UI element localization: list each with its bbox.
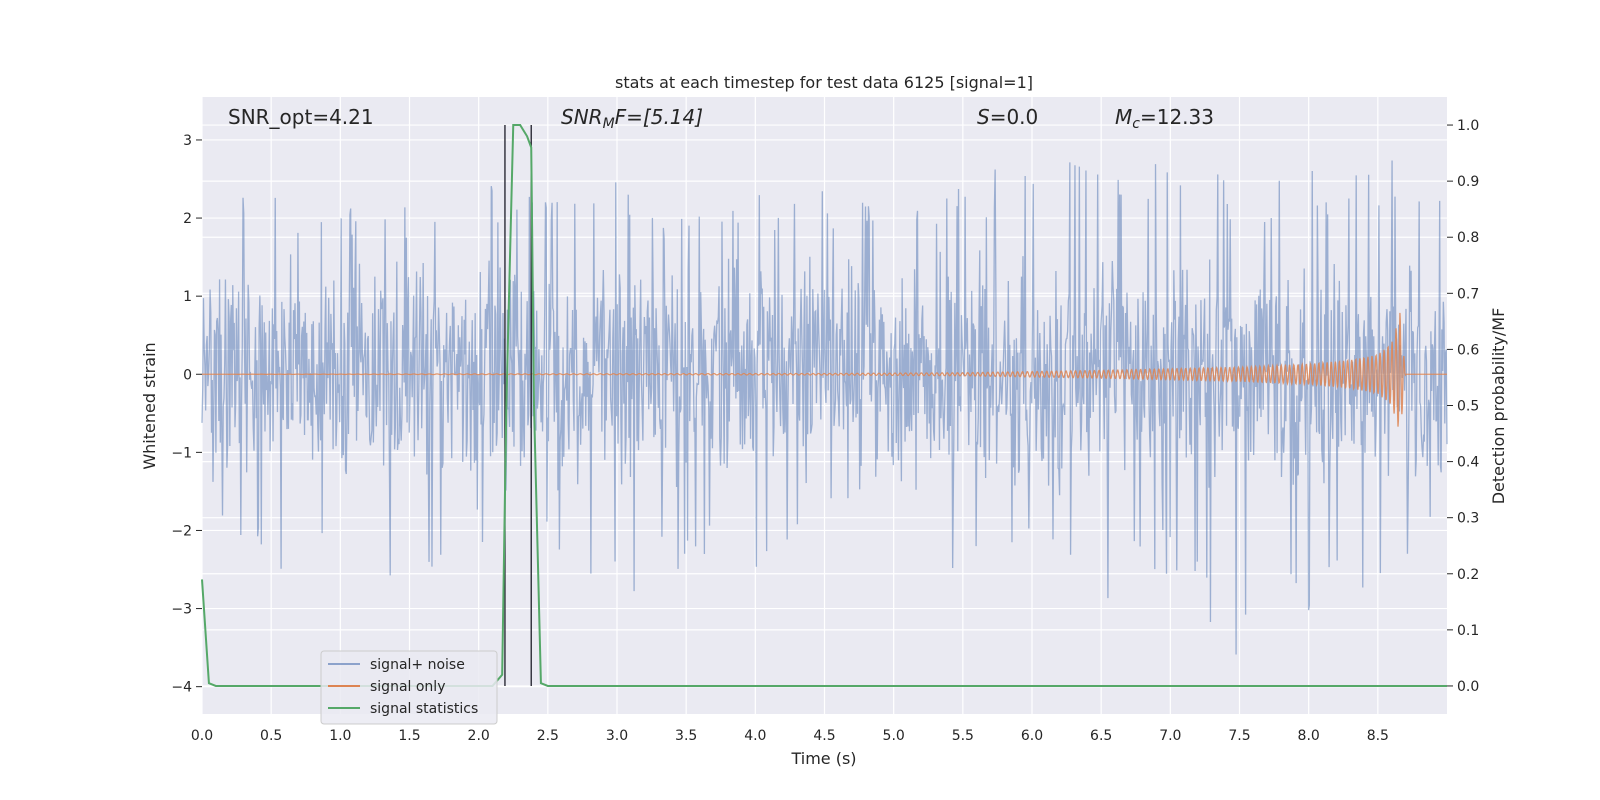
chart-title: stats at each timestep for test data 612… (615, 73, 1033, 92)
axis-ticks: 0.0 0.5 1.0 1.5 2.0 2.5 3.0 3.5 4.0 4.5 5.0 5.5 6.0 6… (171, 118, 1479, 744)
s-name: S (977, 105, 990, 129)
legend-label-signal-statistics: signal statistics (370, 701, 478, 717)
x-tick-label: 3.0 (606, 728, 628, 744)
snr-opt-annotation: SNR_opt=4.21 (228, 105, 374, 129)
x-tick-label: 8.5 (1367, 728, 1389, 744)
snr-mf-value: F=[5.14] (615, 105, 703, 129)
y-tick-label-left: −2 (171, 523, 192, 539)
x-tick-label: 1.5 (398, 728, 420, 744)
x-tick-label: 6.5 (1090, 728, 1112, 744)
y-tick-label-right: 0.4 (1457, 455, 1479, 471)
y-tick-label-left: 0 (183, 367, 192, 383)
series-signal-noise (201, 160, 1448, 655)
signal-only-line (202, 312, 1447, 427)
x-tick-label: 1.0 (329, 728, 351, 744)
mc-subscript: c (1132, 116, 1140, 132)
y-tick-label-right: 0.6 (1457, 342, 1479, 358)
snr-mf-subscript: M (603, 116, 615, 132)
y-tick-label-right: 0.0 (1457, 679, 1479, 695)
y-tick-label-right: 0.7 (1457, 286, 1479, 302)
mc-name: M (1115, 105, 1132, 129)
x-tick-label: 3.5 (675, 728, 697, 744)
x-tick-label: 0.0 (191, 728, 213, 744)
y-tick-label-right: 0.8 (1457, 230, 1479, 246)
y-tick-label-left: 3 (183, 133, 192, 149)
x-tick-label: 7.5 (1228, 728, 1250, 744)
x-tick-label: 8.0 (1298, 728, 1320, 744)
y-tick-label-left: 2 (183, 211, 192, 227)
x-axis-label: Time (s) (790, 749, 856, 768)
s-value: =0.0 (990, 105, 1039, 129)
snr-mf-name: SNR (561, 105, 603, 129)
legend-label-signal-noise: signal+ noise (370, 657, 465, 673)
snr-mf-annotation: SNRMF=[5.14] (561, 105, 703, 132)
y-tick-label-right: 1.0 (1457, 118, 1479, 134)
legend: signal+ noise signal only signal statist… (320, 650, 498, 725)
series-signal-only (202, 312, 1447, 427)
mc-value: =12.33 (1140, 105, 1214, 129)
x-tick-label: 6.0 (1021, 728, 1043, 744)
signal-noise-line (201, 160, 1448, 655)
signal-statistics-line (201, 124, 1447, 687)
x-tick-label: 4.5 (813, 728, 835, 744)
mc-annotation: Mc=12.33 (1115, 105, 1214, 132)
x-tick-label: 5.5 (952, 728, 974, 744)
y-tick-label-right: 0.3 (1457, 511, 1479, 527)
x-tick-label: 2.5 (537, 728, 559, 744)
s-annotation: S=0.0 (977, 105, 1038, 129)
y-tick-label-right: 0.5 (1457, 399, 1479, 415)
x-tick-label: 5.0 (883, 728, 905, 744)
y-tick-label-right: 0.1 (1457, 623, 1479, 639)
x-tick-label: 0.5 (260, 728, 282, 744)
y-tick-label-left: −4 (171, 680, 192, 696)
x-tick-label: 7.0 (1159, 728, 1181, 744)
y-tick-label-left: 1 (183, 289, 192, 305)
y-tick-label-left: −3 (171, 602, 192, 618)
legend-box (320, 650, 498, 725)
legend-label-signal-only: signal only (370, 679, 445, 695)
y-tick-label-right: 0.9 (1457, 174, 1479, 190)
y-axis-left-label: Whitened strain (140, 342, 159, 469)
x-tick-label: 4.0 (744, 728, 766, 744)
y-axis-right-label: Detection probability/MF (1489, 308, 1508, 505)
y-tick-label-right: 0.2 (1457, 567, 1479, 583)
x-tick-label: 2.0 (468, 728, 490, 744)
series-signal-statistics (201, 124, 1447, 687)
y-tick-label-left: −1 (171, 445, 192, 461)
